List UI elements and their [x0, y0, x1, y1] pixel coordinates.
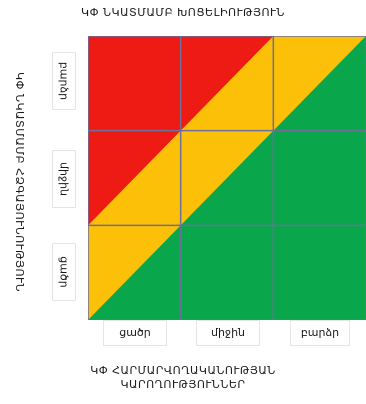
risk-matrix [88, 36, 366, 320]
y-level-label-low: ցածր [52, 243, 76, 301]
top-axis-title: ԿՓ ՆԿԱՏՄԱՄԲ ԽՈՑԵԼԻՈՒԹՅՈՒՆ [81, 6, 285, 19]
matrix-grid [88, 36, 366, 320]
y-level-text-low: ցածր [57, 256, 71, 288]
x-level-label-medium: միջին [196, 320, 260, 346]
x-level-label-low: ցածր [103, 320, 167, 346]
y-level-text-medium: միջին [57, 161, 71, 197]
y-level-text-high: բարձր [57, 61, 71, 101]
left-axis-title: ԿՓ ՆԿԱՏՄԱՄԲ ՀՁԳԱՅՈՒՆՈՒԹՅՈՒՆ [13, 71, 26, 292]
bottom-axis-title-line1: ԿՓ ՀԱՐՄԱՐՎՈՂԱԿԱՆՈՒԹՅԱՆ [90, 364, 276, 377]
bottom-axis-title: ԿՓ ՀԱՐՄԱՐՎՈՂԱԿԱՆՈՒԹՅԱՆ ԿԱՐՈՂՈՒԹՅՈՒՆՆԵՐ [0, 364, 366, 392]
y-level-label-medium: միջին [52, 150, 76, 208]
x-level-label-high: բարձր [290, 320, 350, 346]
y-level-label-high: բարձր [52, 52, 76, 110]
bottom-axis-title-line2: ԿԱՐՈՂՈՒԹՅՈՒՆՆԵՐ [120, 378, 246, 391]
